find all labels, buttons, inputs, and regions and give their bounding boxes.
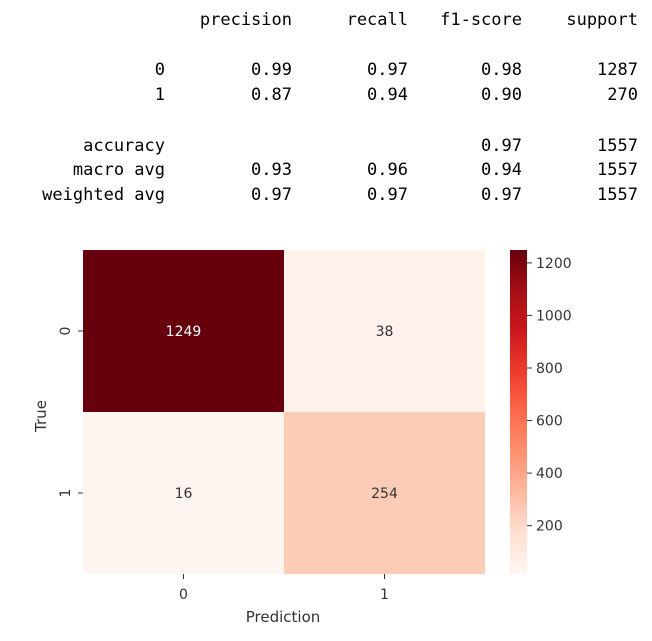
row-f1: 0.97	[481, 136, 522, 156]
heatmap-cell	[83, 412, 284, 574]
y-axis-label: True	[32, 400, 50, 433]
row-precision: 0.87	[251, 85, 292, 105]
y-axis-ticks: 01	[58, 327, 83, 498]
header-precision: precision	[199, 10, 292, 30]
row-precision: 0.99	[251, 60, 292, 80]
row-label: accuracy	[83, 136, 165, 156]
classification-report: precision recall f1-score support 0 0.99…	[0, 0, 652, 215]
row-precision: 0.97	[251, 185, 292, 205]
heatmap-cell-labels: 1249 38 16 254	[166, 324, 398, 502]
cell-value-label: 16	[175, 486, 193, 502]
row-recall: 0.94	[367, 85, 408, 105]
row-label: 0	[154, 60, 165, 80]
x-tick-label: 1	[380, 587, 389, 603]
row-f1: 0.90	[481, 85, 522, 105]
row-precision: 0.93	[251, 160, 292, 180]
row-label: weighted avg	[42, 185, 165, 205]
x-axis-label: Prediction	[246, 608, 321, 626]
heatmap-cell	[284, 412, 485, 574]
colorbar-tick-label: 1200	[536, 256, 572, 272]
row-label: macro avg	[72, 160, 165, 180]
row-support: 1557	[597, 185, 638, 205]
colorbar-tick-label: 400	[536, 466, 563, 482]
cell-value-label: 254	[371, 486, 398, 502]
row-f1: 0.94	[481, 160, 522, 180]
cell-value-label: 1249	[166, 324, 202, 340]
header-recall: recall	[346, 10, 408, 30]
header-support: support	[566, 10, 638, 30]
row-support: 1557	[597, 160, 638, 180]
colorbar-tick-label: 800	[536, 361, 563, 377]
colorbar-tick-label: 1000	[536, 308, 572, 324]
cell-value-label: 38	[376, 324, 394, 340]
x-tick-label: 0	[179, 587, 188, 603]
y-tick-label: 1	[58, 489, 74, 498]
row-support: 1287	[597, 60, 638, 80]
header-f1-score: f1-score	[440, 10, 522, 30]
row-support: 270	[607, 85, 638, 105]
y-tick-label: 0	[58, 327, 74, 336]
row-f1: 0.97	[481, 185, 522, 205]
row-recall: 0.97	[367, 60, 408, 80]
row-support: 1557	[597, 136, 638, 156]
heatmap-cells	[83, 250, 485, 574]
colorbar-ticks: 200 400 600 800 1000 1200	[527, 256, 572, 535]
row-recall: 0.97	[367, 185, 408, 205]
colorbar-tick-label: 600	[536, 414, 563, 430]
heatmap-cell	[284, 250, 485, 412]
heatmap-cell	[83, 250, 284, 412]
row-f1: 0.98	[481, 60, 522, 80]
row-label: 1	[154, 85, 165, 105]
row-recall: 0.96	[367, 160, 408, 180]
colorbar-tick-label: 200	[536, 519, 563, 535]
colorbar	[510, 250, 527, 574]
